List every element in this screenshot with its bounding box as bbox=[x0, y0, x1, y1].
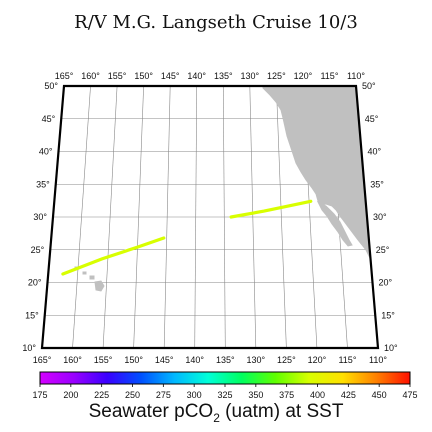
axis-labels: 165° 165° 160° 160° 155° 155° 150° 150° 145° 145°… bbox=[22, 71, 398, 365]
bottom-lon-label: 150° bbox=[124, 355, 143, 365]
western-track bbox=[61, 236, 166, 276]
left-lat-label: 30° bbox=[33, 212, 47, 222]
bottom-lon-label: 160° bbox=[63, 355, 82, 365]
right-lat-label: 35° bbox=[370, 179, 384, 189]
north-america-coast bbox=[262, 86, 378, 263]
bottom-lon-label: 120° bbox=[308, 355, 327, 365]
hawaii-island-oahu bbox=[82, 271, 87, 275]
left-lat-label: 40° bbox=[39, 147, 53, 157]
colorbar-tick-label: 350 bbox=[248, 390, 263, 400]
right-lat-label: 45° bbox=[365, 114, 379, 124]
colorbar-tick-label: 450 bbox=[372, 390, 387, 400]
eastern-track bbox=[229, 199, 313, 219]
top-lon-label: 135° bbox=[214, 71, 233, 81]
top-lon-label: 160° bbox=[81, 71, 100, 81]
colorbar-tick-label: 200 bbox=[63, 390, 78, 400]
colorbar-tick-label: 250 bbox=[125, 390, 140, 400]
top-lon-label: 155° bbox=[108, 71, 127, 81]
top-lon-label: 125° bbox=[267, 71, 286, 81]
colorbar-tick-label: 325 bbox=[217, 390, 232, 400]
top-lon-label: 110° bbox=[347, 71, 365, 81]
colorbar-tick-label: 375 bbox=[279, 390, 294, 400]
colorbar-tick-label: 400 bbox=[310, 390, 325, 400]
left-lat-label: 50° bbox=[44, 81, 58, 91]
hawaii-island-big bbox=[94, 280, 105, 292]
bottom-lon-label: 155° bbox=[94, 355, 113, 365]
colorbar-bar bbox=[39, 371, 411, 385]
colorbar-tick-label: 475 bbox=[402, 390, 417, 400]
right-lat-label: 30° bbox=[373, 212, 387, 222]
cruise-tracks bbox=[61, 199, 313, 276]
colorbar-label-main: Seawater pCO bbox=[88, 401, 214, 422]
bottom-lon-label: 135° bbox=[216, 355, 235, 365]
left-lat-label: 25° bbox=[31, 245, 45, 255]
colorbar-tick-label: 175 bbox=[32, 390, 47, 400]
bottom-lon-label: 125° bbox=[277, 355, 296, 365]
top-lon-label: 120° bbox=[294, 71, 313, 81]
land-mass bbox=[74, 86, 378, 292]
hawaii-island-maui bbox=[89, 275, 95, 280]
right-lat-label: 10° bbox=[384, 343, 398, 353]
colorbar: 175 200 225 250 275 300 325 350 375 400 425 450 475 bbox=[32, 371, 418, 400]
left-lat-label: 45° bbox=[42, 114, 56, 124]
colorbar-label: Seawater pCO2 (uatm) at SST bbox=[0, 401, 432, 425]
top-lon-label: 145° bbox=[161, 71, 180, 81]
colorbar-label-tail: (uatm) at SST bbox=[219, 401, 344, 422]
right-lat-label: 40° bbox=[368, 147, 382, 157]
left-lat-label: 15° bbox=[25, 310, 39, 320]
baja-california bbox=[316, 200, 353, 247]
top-lon-label: 150° bbox=[134, 71, 153, 81]
left-lat-label: 20° bbox=[28, 278, 42, 288]
colorbar-tick-label: 225 bbox=[94, 390, 109, 400]
bottom-lon-label: 165° bbox=[33, 355, 52, 365]
left-lat-label: 35° bbox=[36, 179, 50, 189]
map-title: R/V M.G. Langseth Cruise 10/3 bbox=[74, 12, 358, 33]
colorbar-tick-label: 300 bbox=[187, 390, 202, 400]
right-lat-label: 20° bbox=[379, 278, 393, 288]
left-lat-label: 10° bbox=[22, 343, 36, 353]
colorbar-tick-label: 275 bbox=[156, 390, 171, 400]
top-lon-label: 115° bbox=[320, 71, 338, 81]
bottom-lon-label: 130° bbox=[247, 355, 266, 365]
top-lon-label: 130° bbox=[241, 71, 260, 81]
top-lon-label: 165° bbox=[55, 71, 74, 81]
colorbar-ticks: 175 200 225 250 275 300 325 350 375 400 425 450 475 bbox=[32, 384, 418, 400]
bottom-lon-label: 145° bbox=[155, 355, 174, 365]
colorbar-label-subscript: 2 bbox=[213, 410, 220, 425]
right-lat-label: 50° bbox=[362, 81, 376, 91]
right-lat-label: 15° bbox=[381, 310, 395, 320]
bottom-lon-label: 140° bbox=[185, 355, 204, 365]
map-frame bbox=[40, 84, 380, 350]
right-lat-label: 25° bbox=[376, 245, 390, 255]
colorbar-tick-label: 425 bbox=[341, 390, 356, 400]
bottom-lon-label: 110° bbox=[369, 355, 387, 365]
top-lon-label: 140° bbox=[187, 71, 206, 81]
bottom-lon-label: 115° bbox=[338, 355, 356, 365]
